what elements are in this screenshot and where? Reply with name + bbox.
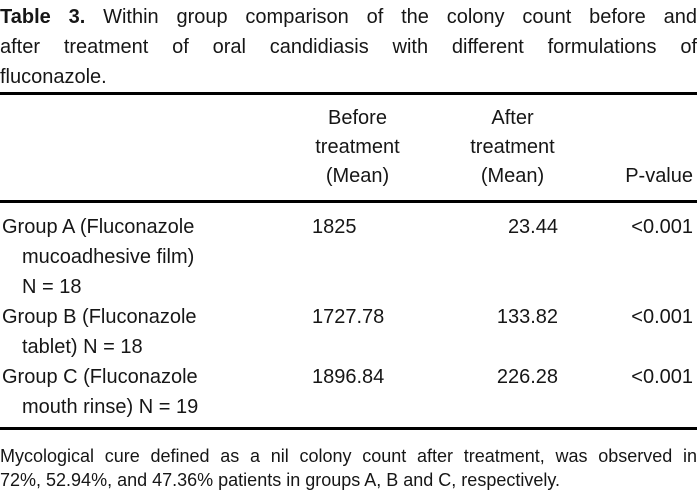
table-number: Table 3. [0, 6, 86, 28]
column-header-after-treatment: After treatment (Mean) [415, 104, 565, 191]
after-mean-value: 23.44 [507, 216, 558, 238]
table-row-group-c: Group C (Fluconazole mouth rinse) N = 19… [0, 362, 697, 422]
header-line: Before [328, 107, 387, 129]
column-header-before-treatment: Before treatment (Mean) [300, 104, 415, 191]
group-label-line: mouth rinse) N = 19 [22, 396, 199, 418]
header-line: After [491, 107, 534, 129]
table-caption: Table 3. Within group comparison of the … [0, 0, 697, 92]
caption-text-line-1: Within group comparison of the colony co… [103, 6, 697, 28]
table-body: Group A (Fluconazole mucoadhesive film) … [0, 203, 697, 427]
column-header-pvalue: P-value [625, 165, 693, 187]
group-label-line: Group A (Fluconazole [2, 216, 195, 238]
pvalue-value: <0.001 [631, 216, 693, 238]
group-label-line: tablet) N = 18 [22, 336, 143, 358]
header-line: (Mean) [480, 165, 545, 187]
caption-line-3: fluconazole. [0, 66, 107, 88]
table-header-row: Before treatment (Mean) After treatment … [0, 95, 697, 200]
caption-line-1: Table 3. Within group comparison of the … [0, 2, 697, 32]
group-label: Group B (Fluconazole tablet) N = 18 [0, 302, 300, 362]
group-label: Group C (Fluconazole mouth rinse) N = 19 [0, 362, 300, 422]
group-label-line: Group B (Fluconazole [2, 306, 197, 328]
group-label-line: N = 18 [22, 276, 82, 298]
after-mean-value: 133.82 [496, 306, 558, 328]
header-line: treatment [470, 136, 555, 158]
before-mean-value: 1825 [312, 216, 357, 238]
group-label-line: mucoadhesive film) [22, 246, 195, 268]
group-label: Group A (Fluconazole mucoadhesive film) … [0, 212, 300, 302]
caption-line-2: after treatment of oral candidiasis with… [0, 36, 697, 58]
header-line: treatment [315, 136, 400, 158]
before-mean-value: 1727.78 [312, 306, 385, 328]
group-label-line: Group C (Fluconazole [2, 366, 198, 388]
pvalue-value: <0.001 [631, 306, 693, 328]
table-row-group-b: Group B (Fluconazole tablet) N = 18 1727… [0, 302, 697, 362]
footnote-line-1: Mycological cure defined as a nil colony… [0, 446, 697, 466]
footnote-line-2: 72%, 52.94%, and 47.36% patients in grou… [0, 470, 561, 490]
table-rule-top [0, 92, 697, 95]
table-footnote: Mycological cure defined as a nil colony… [0, 430, 697, 492]
table-rule-header [0, 200, 697, 203]
after-mean-value: 226.28 [496, 366, 558, 388]
header-line: (Mean) [325, 165, 390, 187]
table-rule-bottom [0, 427, 697, 430]
table-row-group-a: Group A (Fluconazole mucoadhesive film) … [0, 212, 697, 302]
before-mean-value: 1896.84 [312, 366, 385, 388]
pvalue-value: <0.001 [631, 366, 693, 388]
